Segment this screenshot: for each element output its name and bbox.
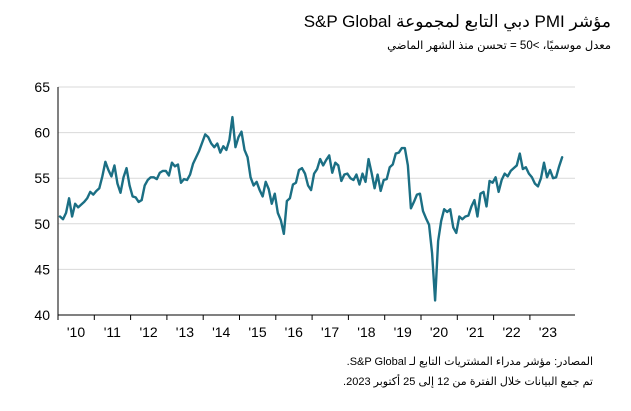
x-tick-label: '20 — [430, 324, 448, 340]
y-tick-label: 60 — [34, 125, 50, 141]
chart-title: مؤشر PMI دبي التابع لمجموعة S&P Global — [303, 12, 611, 31]
x-tick-label: '23 — [539, 324, 557, 340]
x-tick-label: '21 — [466, 324, 484, 340]
y-tick-label: 55 — [34, 170, 50, 186]
chart-subtitle: معدل موسميًا، >50 = تحسن منذ الشهر الماض… — [387, 40, 611, 52]
y-tick-label: 65 — [34, 79, 50, 95]
series-line-dubai-pmi — [58, 115, 564, 302]
x-tick-label: '11 — [104, 324, 121, 340]
x-tick-label: '17 — [321, 324, 339, 340]
x-tick-label: '10 — [67, 324, 85, 340]
y-tick-label: 45 — [34, 261, 50, 277]
x-tick-label: '15 — [248, 324, 266, 340]
x-tick-label: '13 — [176, 324, 194, 340]
x-tick-label: '22 — [502, 324, 520, 340]
x-tick-label: '19 — [394, 324, 412, 340]
x-tick-label: '14 — [212, 324, 230, 340]
x-tick-label: '16 — [285, 324, 303, 340]
source-note: المصادر: مؤشر مدراء المشتريات التابع لـ … — [346, 356, 593, 368]
y-tick-label: 50 — [34, 216, 50, 232]
x-tick-label: '18 — [357, 324, 375, 340]
x-tick-label: '12 — [139, 324, 157, 340]
y-tick-label: 40 — [34, 307, 50, 323]
collection-note: تم جمع البيانات خلال الفترة من 12 إلى 25… — [343, 376, 593, 388]
